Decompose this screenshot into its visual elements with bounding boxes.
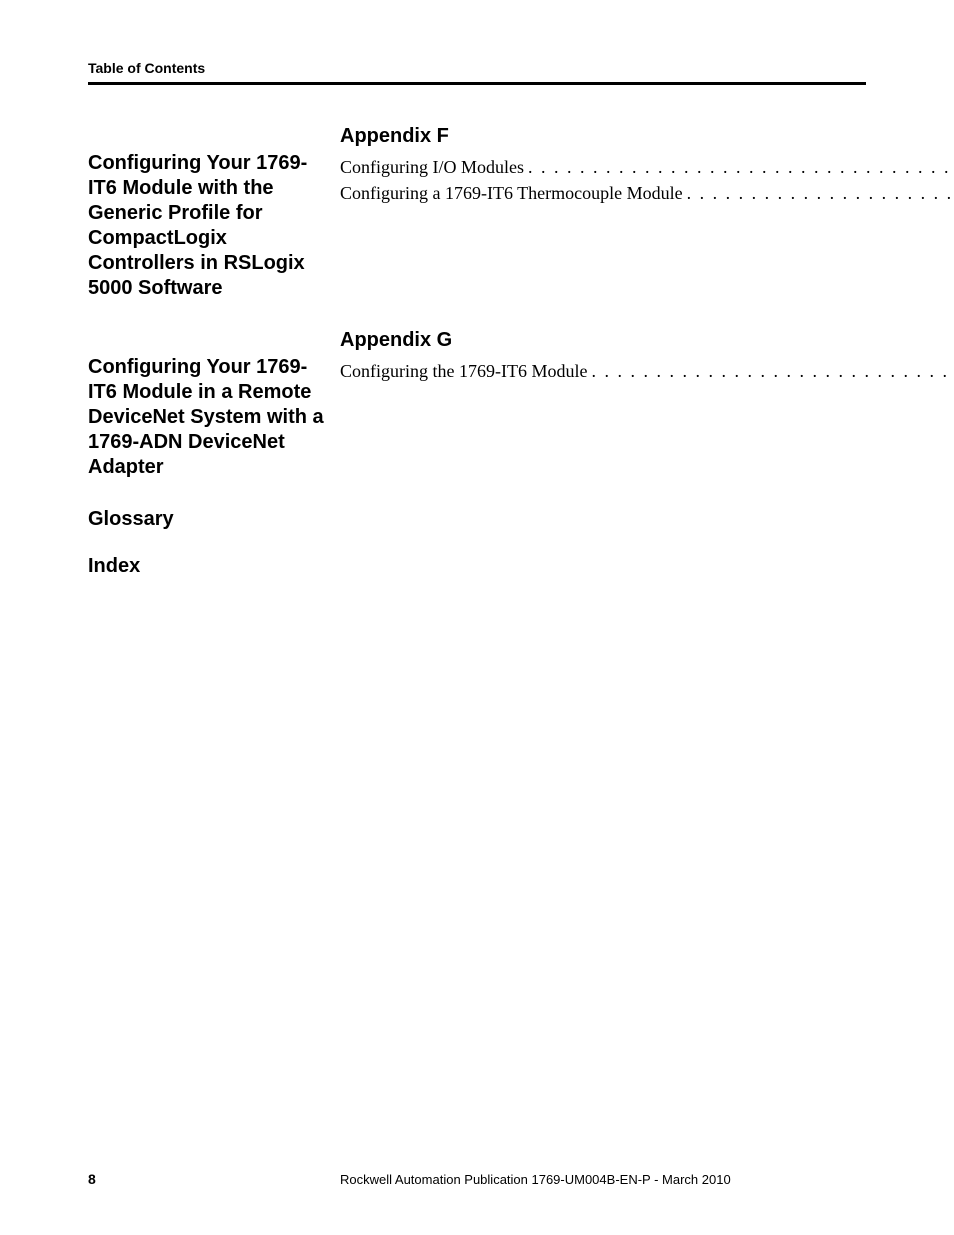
appendix-f-section-title: Configuring Your 1769-IT6 Module with th…: [88, 151, 328, 301]
appendix-g-section-title: Configuring Your 1769-IT6 Module in a Re…: [88, 355, 328, 480]
toc-line: Configuring the 1769-IT6 Module 154: [340, 358, 954, 384]
appendix-g-left: Configuring Your 1769-IT6 Module in a Re…: [88, 329, 340, 480]
toc-entry-text[interactable]: Configuring I/O Modules: [340, 154, 524, 180]
appendix-f-left: Configuring Your 1769-IT6 Module with th…: [88, 125, 340, 301]
appendix-g-label: Appendix G: [340, 329, 954, 352]
toc-line: Configuring I/O Modules 148: [340, 154, 954, 180]
footer-publication: Rockwell Automation Publication 1769-UM0…: [340, 1172, 866, 1187]
page: Table of Contents Configuring Your 1769-…: [0, 0, 954, 1235]
appendix-f-right: Appendix F Configuring I/O Modules 148 C…: [340, 125, 954, 206]
footer: 8 Rockwell Automation Publication 1769-U…: [88, 1171, 866, 1187]
toc-dots: [528, 154, 954, 180]
appendix-f-label: Appendix F: [340, 125, 954, 148]
header-rule: [88, 82, 866, 85]
toc-line: Configuring a 1769-IT6 Thermocouple Modu…: [340, 180, 954, 206]
appendix-g-block: Configuring Your 1769-IT6 Module in a Re…: [88, 329, 866, 480]
toc-entry-text[interactable]: Configuring the 1769-IT6 Module: [340, 358, 587, 384]
toc-dots: [591, 358, 954, 384]
footer-page-number: 8: [88, 1171, 340, 1187]
appendix-f-block: Configuring Your 1769-IT6 Module with th…: [88, 125, 866, 301]
appendix-g-right: Appendix G Configuring the 1769-IT6 Modu…: [340, 329, 954, 384]
toc-dots: [687, 180, 954, 206]
index-heading[interactable]: Index: [88, 555, 866, 578]
glossary-heading[interactable]: Glossary: [88, 508, 866, 531]
toc-entry-text[interactable]: Configuring a 1769-IT6 Thermocouple Modu…: [340, 180, 683, 206]
running-head: Table of Contents: [88, 60, 866, 76]
